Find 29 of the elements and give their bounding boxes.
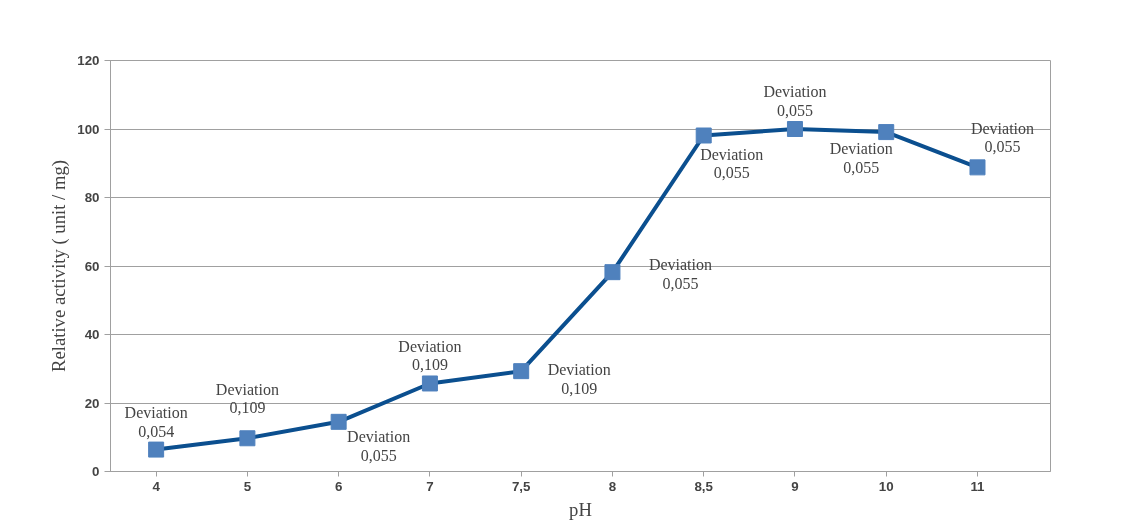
y-tick-label: 60: [84, 258, 100, 274]
y-tick-label: 0: [92, 464, 100, 479]
x-axis-title: pH: [569, 498, 592, 520]
x-tick-label: 7: [426, 478, 434, 494]
annotation: Deviation 0,109: [547, 361, 611, 397]
x-tick-label: 8: [608, 478, 617, 494]
x-tick-label: 10: [878, 478, 894, 494]
x-tick-label: 4: [152, 478, 161, 494]
y-tick-label: 40: [84, 327, 100, 342]
annotation: Deviation 0,055: [970, 119, 1035, 156]
annotation: Deviation 0,054: [124, 403, 188, 440]
y-tick-label: 20: [84, 395, 100, 411]
annotation: Deviation 0,055: [347, 427, 411, 464]
x-tick-label: 7,5: [511, 478, 532, 494]
annotation: Deviation 0,055: [700, 145, 764, 182]
x-tick-label: 5: [243, 478, 252, 494]
x-tick-label: 11: [970, 478, 986, 494]
y-axis-title: Relative activity ( unit / mg): [48, 160, 71, 372]
x-tick-label: 8,5: [694, 478, 714, 494]
y-tick-label: 100: [77, 121, 100, 137]
y-tick-label: 120: [77, 53, 100, 68]
y-tick-label: 80: [84, 190, 100, 205]
annotation: Deviation 0,055: [829, 140, 893, 176]
annotation: Deviation 0,055: [648, 256, 712, 293]
annotation: Deviation 0,109: [215, 380, 279, 417]
annotation: Deviation 0,055: [763, 83, 827, 119]
x-tick-label: 6: [334, 478, 343, 494]
annotation: Deviation 0,109: [398, 337, 462, 374]
x-tick-label: 9: [791, 478, 799, 494]
